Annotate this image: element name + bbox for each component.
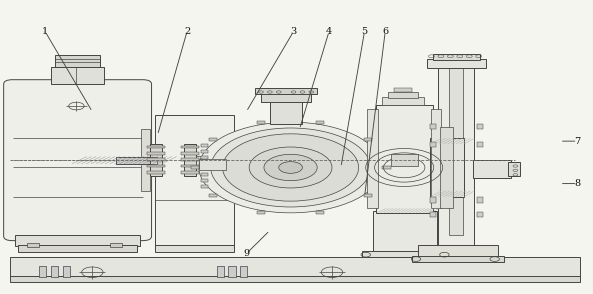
Bar [429,124,435,129]
Bar [440,126,453,208]
Bar [391,154,418,166]
Text: 6: 6 [382,27,388,36]
Bar [147,165,165,168]
Bar [63,265,70,277]
Circle shape [211,128,371,207]
Bar [261,93,311,102]
Bar [27,243,39,247]
Bar [270,100,302,123]
Circle shape [279,162,302,173]
Bar [257,121,265,124]
Bar [477,142,483,147]
Bar [199,159,225,171]
Circle shape [249,147,332,188]
Text: 2: 2 [184,27,190,36]
Bar [181,158,199,161]
Bar [51,265,58,277]
Bar [477,212,483,217]
Bar [116,157,158,164]
Text: 1: 1 [42,27,48,36]
Bar [426,59,486,68]
Bar [55,55,100,66]
Bar [147,158,165,161]
Bar [255,88,317,94]
Bar [216,265,224,277]
Bar [438,65,474,246]
Bar [432,54,480,60]
Bar [257,211,265,214]
Bar [382,97,423,105]
Bar [209,138,217,141]
Bar [368,109,378,208]
Bar [18,245,137,252]
Bar [200,156,208,159]
Bar [429,142,435,147]
Text: 5: 5 [362,27,368,36]
FancyBboxPatch shape [4,80,152,240]
Bar [429,138,464,197]
Bar [190,166,199,169]
Bar [429,212,435,217]
Bar [473,160,511,178]
Bar [200,173,208,176]
Bar [155,115,234,246]
Bar [429,197,435,203]
Bar [364,138,372,141]
Bar [142,129,151,191]
Bar [388,92,418,98]
Bar [51,66,104,84]
Text: 8: 8 [575,179,581,188]
Bar [200,179,208,182]
Bar [181,165,199,168]
Bar [116,157,158,164]
Bar [200,144,208,147]
Bar [147,152,165,155]
Bar [147,171,165,174]
Circle shape [264,154,317,181]
Text: 4: 4 [326,27,332,36]
Bar [181,152,199,155]
Circle shape [222,134,359,201]
Bar [508,162,520,176]
Bar [316,121,324,124]
Bar [155,245,234,252]
Bar [184,144,196,176]
Bar [196,156,270,165]
Text: 3: 3 [291,27,296,36]
Bar [9,257,581,277]
Bar [364,194,372,197]
Bar [394,88,412,92]
Bar [39,265,46,277]
Bar [477,197,483,203]
Bar [431,109,441,208]
Bar [110,243,122,247]
Circle shape [199,122,382,213]
Bar [377,105,432,213]
Bar [418,245,498,257]
Bar [382,166,391,169]
Bar [477,124,483,129]
Bar [362,251,450,257]
Bar [181,171,199,174]
Bar [316,211,324,214]
Bar [15,235,140,246]
Bar [374,211,437,252]
Bar [147,146,165,148]
Bar [228,265,235,277]
Bar [150,144,162,176]
Bar [240,265,247,277]
Text: 9: 9 [243,249,249,258]
Bar [449,65,463,235]
Bar [200,150,208,153]
Bar [412,256,503,262]
Text: 7: 7 [575,137,581,146]
Bar [209,194,217,197]
Bar [9,276,581,282]
Bar [200,185,208,188]
Bar [181,146,199,148]
